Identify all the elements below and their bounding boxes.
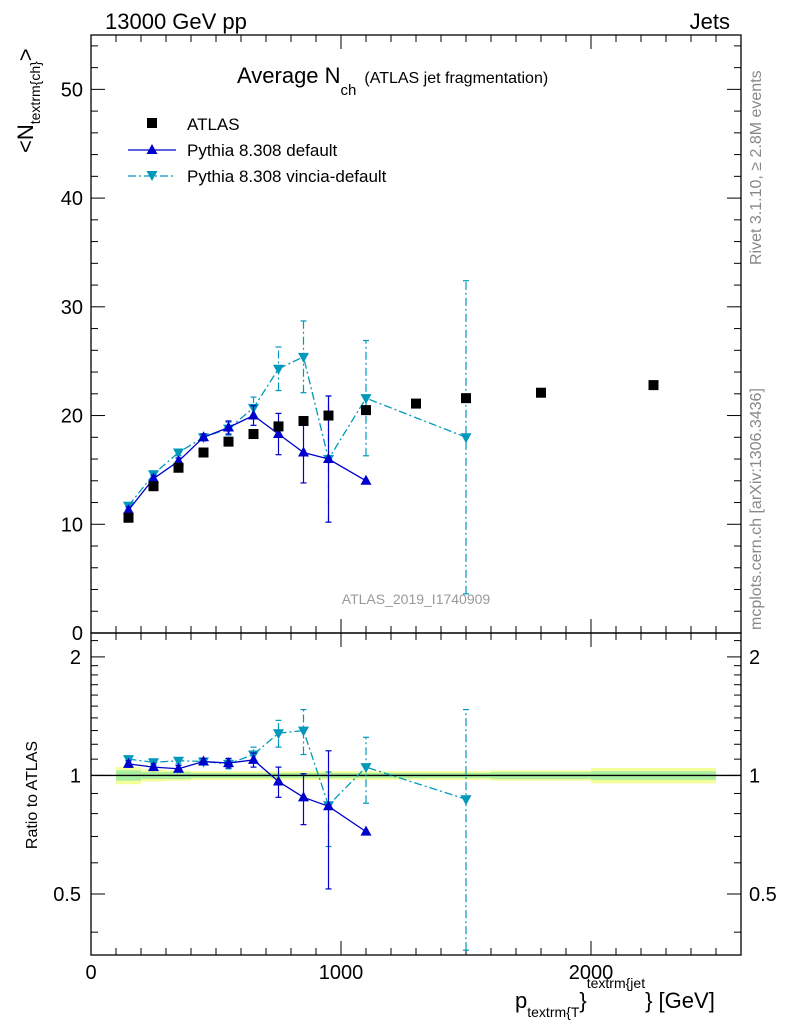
legend-marker-atlas (147, 118, 157, 128)
ratio-series-layer (123, 708, 472, 951)
atlas-main-point (223, 436, 234, 447)
ratio-ytick-label-right: 1 (749, 765, 760, 787)
main-ylabel-pre: <N (13, 124, 38, 153)
default-main-point (298, 446, 309, 457)
vincia-ratio-point (360, 763, 372, 774)
atlas-main-point (248, 429, 259, 440)
rivet-version-label: Rivet 3.1.10, ≥ 2.8M events (748, 70, 765, 265)
default-ratio-point (298, 791, 309, 802)
default-ratio-point (223, 757, 234, 768)
main-series-layer (123, 280, 659, 595)
atlas-main-point (361, 405, 371, 416)
x-label-sub: textrm{T (527, 1004, 580, 1020)
default-ratio-point (123, 757, 134, 768)
ratio-ytick-label-right: 2 (749, 647, 760, 669)
ratio-xtick-label: 1000 (319, 962, 364, 984)
default-main-point (360, 474, 372, 485)
main-ytick-label: 30 (61, 297, 83, 319)
atlas-main-point (273, 421, 284, 432)
ratio-xtick-label: 2000 (569, 962, 614, 984)
default-ratio-point (360, 825, 372, 836)
x-label-brace: } (579, 988, 586, 1013)
atlas-main-point (173, 462, 184, 473)
legend-marker-default (146, 144, 158, 154)
ratio-ytick-label-left: 1 (70, 765, 81, 787)
legend-label-atlas: ATLAS (187, 115, 240, 134)
ratio-ytick-label-left: 2 (70, 647, 81, 669)
mcplots-label: mcplots.cern.ch [arXiv:1306.3436] (748, 388, 765, 630)
vincia-main-point (298, 352, 309, 363)
default-main-point (173, 455, 184, 466)
atlas-main-point (123, 512, 134, 523)
atlas-main-point (648, 380, 659, 391)
ratio-panel: 0.5 0.51 12 20 1000 2000 Ratio to ATLAS ptext… (24, 632, 777, 1020)
default-ratio-point (323, 800, 334, 811)
atlas-main-point (536, 387, 546, 398)
default-main-point (273, 428, 284, 439)
ratio-axis-ticks: 0.5 0.5 1 1 2 2 0 1000 2000 (53, 633, 777, 984)
default-ratio-point (148, 761, 159, 772)
default-main-line (127, 414, 367, 511)
ratio-ytick-label-left: 0.5 (53, 884, 81, 906)
legend-label-vincia: Pythia 8.308 vincia-default (187, 167, 387, 186)
vincia-main-point (460, 433, 472, 444)
ratio-ytick-label-right: 0.5 (749, 884, 777, 906)
atlas-main-point (411, 398, 421, 409)
main-title-text: Average N (237, 63, 341, 88)
atlas-main-point (298, 415, 309, 426)
main-title: Average Nch (ATLAS jet fragmentation) (237, 63, 548, 99)
vincia-ratio-point (273, 729, 284, 740)
x-label-rest: } [GeV] (645, 988, 715, 1013)
energy-label: 13000 GeV pp (105, 9, 247, 34)
atlas-main-point (148, 481, 159, 492)
vincia-main-point (273, 364, 284, 375)
main-title-rest: (ATLAS jet fragmentation) (364, 70, 548, 87)
legend-marker-vincia (146, 171, 158, 181)
x-axis-label: ptextrm{T}textrm{jet} [GeV] (515, 975, 715, 1020)
default-main-point (148, 472, 159, 483)
default-main-point (248, 409, 259, 420)
main-panel: 0 10 20 30 40 50 Average Nch (ATLAS jet fragme… (13, 34, 742, 645)
default-ratio-point (198, 755, 209, 766)
vincia-main-point (360, 394, 372, 405)
vincia-ratio-point (298, 726, 309, 737)
main-ytick-label: 20 (61, 406, 83, 428)
main-ytick-label: 40 (61, 188, 83, 210)
default-main-point (123, 504, 134, 515)
x-label-main: p (515, 988, 527, 1013)
default-ratio-point (273, 775, 284, 786)
main-ytick-label: 0 (72, 623, 83, 645)
legend: ATLAS Pythia 8.308 default Pythia 8.308 … (128, 115, 387, 186)
atlas-main-point (323, 410, 334, 421)
default-main-point (223, 421, 234, 432)
vincia-main-point (173, 448, 184, 459)
ratio-xtick-label: 0 (85, 962, 96, 984)
default-main-point (198, 431, 209, 442)
process-label: Jets (690, 9, 730, 34)
main-ylabel: <Ntextrm{ch}> (13, 48, 43, 153)
main-title-sub: ch (341, 82, 357, 99)
ratio-ylabel: Ratio to ATLAS (24, 741, 41, 849)
main-axis-ticks: 0 10 20 30 40 50 (61, 35, 741, 645)
legend-label-default: Pythia 8.308 default (187, 141, 338, 160)
vincia-ratio-point (173, 756, 184, 767)
main-ylabel-sub: textrm{ch} (27, 61, 43, 124)
main-ytick-label: 10 (61, 514, 83, 536)
ratio-reference-band (91, 767, 741, 785)
main-ytick-label: 50 (61, 79, 83, 101)
default-ratio-point (173, 762, 184, 773)
x-label-sup: textrm{jet (587, 975, 645, 991)
main-ylabel-post: > (13, 48, 38, 61)
default-ratio-point (248, 753, 259, 764)
analysis-watermark: ATLAS_2019_I1740909 (342, 591, 491, 607)
atlas-main-point (461, 393, 471, 404)
default-main-point (323, 453, 334, 464)
default-ratio-line (128, 759, 367, 833)
vincia-ratio-point (460, 795, 472, 806)
ratio-frame (90, 632, 742, 956)
vincia-main-line (127, 355, 467, 507)
atlas-main-point (198, 447, 209, 458)
